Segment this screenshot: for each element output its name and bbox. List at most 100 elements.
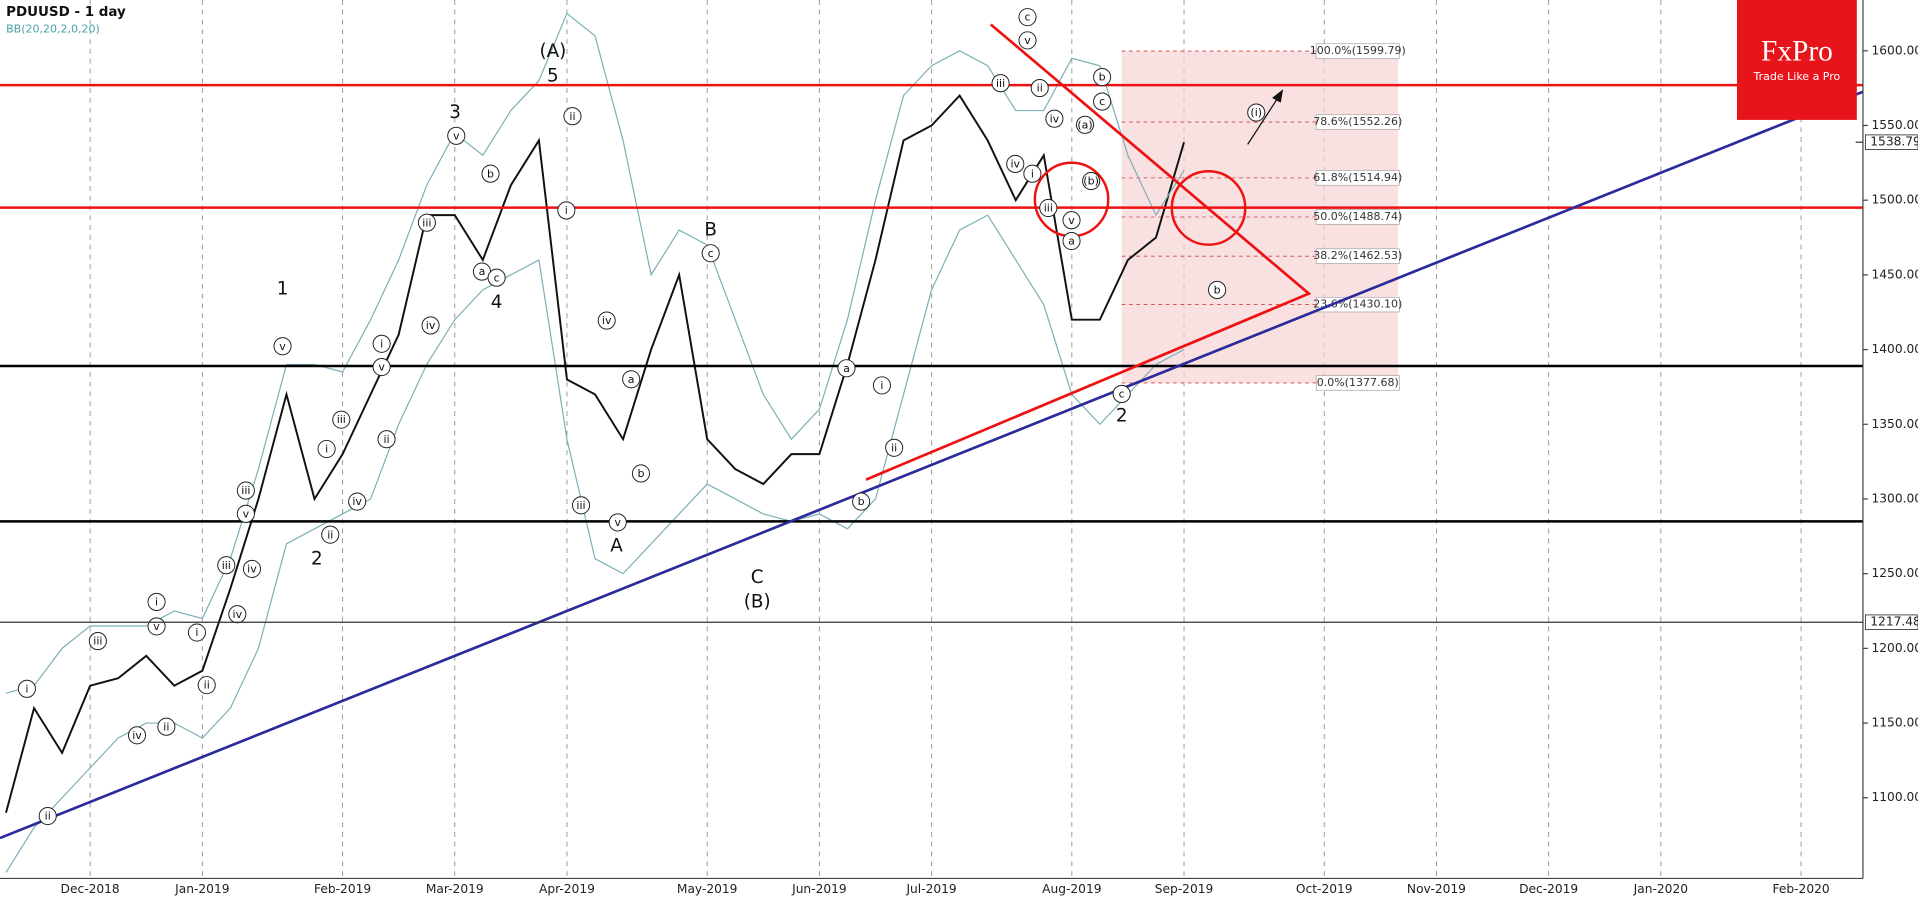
wave-circle (38, 806, 57, 826)
fib-label-box (1315, 170, 1400, 186)
wave-label: v (153, 620, 160, 633)
wave-circle (1023, 164, 1042, 183)
fib-label-box (1315, 114, 1400, 130)
y-tick-label: 1200.00 (1872, 641, 1918, 655)
wave-circle (622, 370, 641, 389)
wave-label: ii (1037, 82, 1043, 95)
wave-label: iv (233, 608, 243, 621)
x-tick-label: Sep-2019 (1155, 882, 1214, 896)
arrow-head (1272, 89, 1284, 103)
fib-label: 0.0%(1377.68) (1317, 376, 1399, 389)
wave-label: v (243, 507, 250, 520)
wave-label: a (628, 373, 635, 386)
fib-label-box (1315, 375, 1400, 391)
wave-label: (B) (744, 592, 771, 613)
wave-circle (1082, 172, 1101, 191)
wave-circle (17, 679, 36, 698)
wave-circle (1112, 384, 1131, 403)
wave-label: iii (241, 484, 250, 497)
wave-label: i (195, 626, 198, 639)
wave-circle (187, 623, 206, 642)
wave-label: c (1024, 11, 1030, 24)
wave-label: i (880, 379, 883, 392)
wave-circle (377, 430, 396, 449)
wave-label: i (325, 443, 328, 456)
wave-circle (608, 513, 627, 532)
wave-circle (1030, 79, 1049, 98)
logo-name: FxPro (1761, 36, 1833, 68)
logo-tagline: Trade Like a Pro (1753, 70, 1841, 83)
wave-label: iii (576, 499, 585, 512)
highlight-circle (1170, 170, 1247, 246)
wave-circle (127, 726, 147, 745)
y-tick-label: 1150.00 (1872, 716, 1918, 730)
wave-label: 3 (449, 102, 461, 123)
wave-circle (317, 439, 336, 459)
wave-circle (1093, 92, 1112, 111)
wave-circle (701, 244, 720, 263)
wave-label: b (858, 495, 865, 508)
wave-circle (1247, 103, 1266, 122)
price-tag-box (1864, 614, 1918, 631)
wave-circle (487, 268, 506, 287)
wave-label: v (614, 516, 621, 529)
wave-label: ii (163, 720, 169, 733)
y-tick-label: 1100.00 (1872, 790, 1918, 804)
indicator-label: BB(20,20,2,0,20) (6, 22, 100, 35)
x-tick-label: Jul-2019 (905, 882, 956, 896)
wave-label: v (1068, 214, 1075, 227)
wave-label: iii (422, 216, 431, 229)
fib-label-box (1315, 209, 1400, 225)
wave-circle (1062, 231, 1081, 251)
wave-label: 4 (491, 292, 503, 313)
wave-circle (1018, 8, 1037, 27)
wave-label: c (494, 271, 500, 284)
bollinger-band (5, 214, 1185, 873)
wave-label: i (25, 682, 28, 695)
wave-label: iv (352, 495, 362, 508)
wave-label: v (453, 129, 460, 142)
wave-circle (236, 504, 255, 523)
wave-circle (147, 592, 166, 611)
wave-label: i (380, 337, 383, 350)
wave-label: ii (204, 679, 210, 692)
fib-label: 38.2%(1462.53) (1313, 249, 1402, 262)
fib-label: 50.0%(1488.74) (1313, 210, 1402, 223)
arrow (1247, 95, 1280, 145)
wave-label: 2 (1116, 406, 1128, 427)
price-line (5, 94, 1185, 813)
wave-label: iv (602, 314, 612, 327)
fib-label-box (1315, 43, 1400, 59)
wave-label: 5 (547, 65, 559, 86)
wave-circle (157, 717, 176, 736)
price-tag: 1217.48 (1870, 615, 1918, 629)
wave-label: v (279, 340, 286, 353)
wave-label: iii (222, 559, 231, 572)
wave-label: A (610, 535, 623, 556)
wave-label: i (1031, 167, 1034, 180)
wave-label: 2 (311, 549, 323, 570)
wave-label: c (708, 247, 714, 260)
wave-label: c (1099, 95, 1105, 108)
wave-circle (372, 334, 391, 353)
wave-label: (b) (1083, 175, 1099, 188)
wave-circle (631, 464, 651, 483)
wave-circle (417, 213, 436, 232)
wave-circle (1208, 280, 1227, 300)
wave-label: v (378, 361, 385, 374)
wave-label: i (155, 596, 158, 609)
wave-label: C (751, 567, 764, 588)
y-tick-label: 1500.00 (1872, 193, 1918, 207)
fib-label: 100.0%(1599.79) (1310, 44, 1406, 57)
logo-box (1736, 0, 1857, 120)
wave-circle (1045, 109, 1064, 128)
x-tick-label: Aug-2019 (1042, 882, 1101, 896)
wave-label: a (1068, 235, 1075, 248)
wave-circle (421, 316, 440, 335)
y-tick-label: 1250.00 (1872, 566, 1918, 580)
y-tick-label: 1300.00 (1872, 491, 1918, 505)
x-tick-label: Jan-2019 (174, 882, 229, 896)
x-tick-label: Oct-2019 (1296, 882, 1353, 896)
wave-label: v (1024, 34, 1031, 47)
